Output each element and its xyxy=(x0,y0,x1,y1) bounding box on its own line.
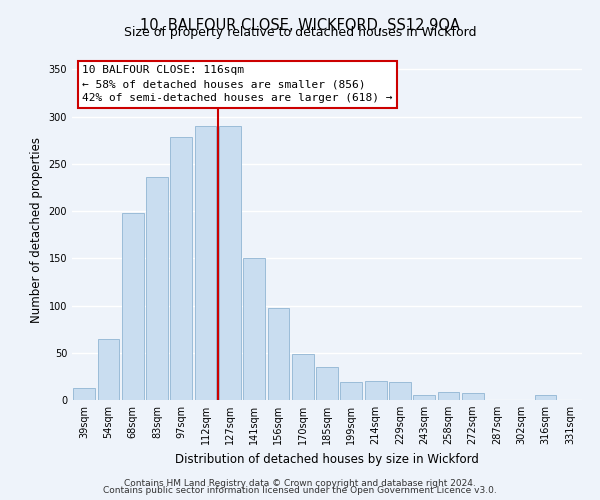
Bar xyxy=(268,308,289,400)
Bar xyxy=(243,258,265,400)
Bar xyxy=(462,394,484,400)
Bar xyxy=(365,381,386,400)
Bar xyxy=(437,392,460,400)
Text: Contains HM Land Registry data © Crown copyright and database right 2024.: Contains HM Land Registry data © Crown c… xyxy=(124,478,476,488)
Bar xyxy=(340,382,362,400)
Y-axis label: Number of detached properties: Number of detached properties xyxy=(30,137,43,323)
Bar xyxy=(413,396,435,400)
Bar xyxy=(389,382,411,400)
Text: 10, BALFOUR CLOSE, WICKFORD, SS12 9QA: 10, BALFOUR CLOSE, WICKFORD, SS12 9QA xyxy=(140,18,460,32)
Bar xyxy=(194,126,217,400)
Bar xyxy=(122,213,143,400)
Bar xyxy=(97,338,119,400)
Text: Contains public sector information licensed under the Open Government Licence v3: Contains public sector information licen… xyxy=(103,486,497,495)
Bar xyxy=(292,354,314,400)
Bar xyxy=(170,138,192,400)
Bar xyxy=(73,388,95,400)
Bar xyxy=(535,396,556,400)
Bar xyxy=(219,126,241,400)
Text: 10 BALFOUR CLOSE: 116sqm
← 58% of detached houses are smaller (856)
42% of semi-: 10 BALFOUR CLOSE: 116sqm ← 58% of detach… xyxy=(82,65,392,103)
X-axis label: Distribution of detached houses by size in Wickford: Distribution of detached houses by size … xyxy=(175,452,479,466)
Bar xyxy=(316,367,338,400)
Bar xyxy=(146,177,168,400)
Text: Size of property relative to detached houses in Wickford: Size of property relative to detached ho… xyxy=(124,26,476,39)
